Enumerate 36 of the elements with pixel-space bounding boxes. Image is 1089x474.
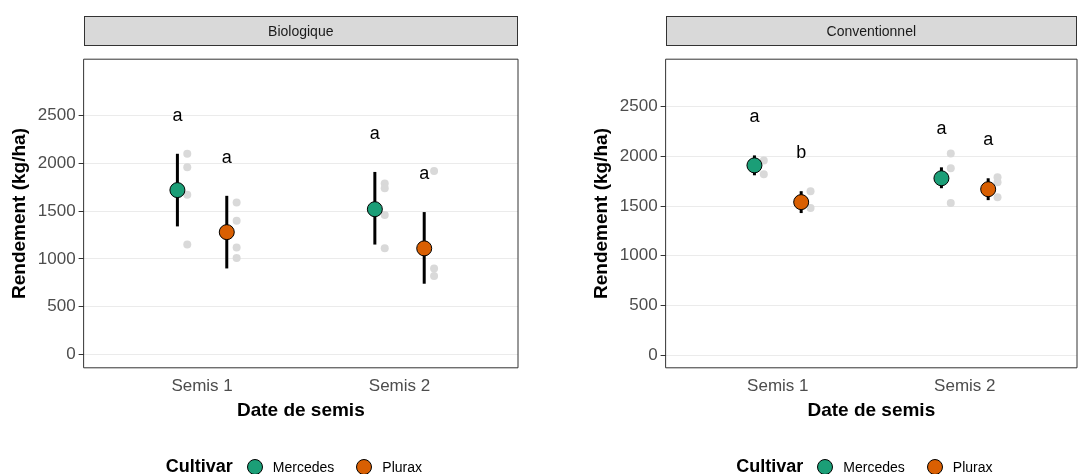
annotation: a [221,146,233,167]
x-tick-label: Semis 1 [747,375,809,395]
y-tick-label: 2500 [619,96,658,116]
x-axis-title: Date de semis [807,398,936,420]
y-tick-label: 500 [629,295,658,315]
y-axis-title: Rendement (kg/ha) [589,127,611,300]
y-tick-label: 0 [648,344,658,364]
x-tick-label: Semis 2 [368,375,431,395]
y-tick-label: 0 [66,344,76,364]
legend-title: Cultivar [165,456,233,474]
legend-title: Cultivar [736,456,804,474]
legend-label: Plurax [952,458,993,474]
chart-title: Conventionnel [665,16,1077,46]
y-tick-label: 1500 [619,195,658,215]
y-tick-label: 1500 [37,200,76,220]
y-axis-title: Rendement (kg/ha) [7,127,29,300]
x-axis-title: Date de semis [236,398,365,420]
annotation: a [936,118,948,139]
y-tick-label: 2000 [619,146,658,166]
annotation: b [796,142,807,163]
y-tick-label: 500 [47,296,76,316]
chart-title: Biologique [83,16,518,46]
annotation: a [172,104,184,125]
annotation: a [983,129,995,150]
annotation: a [419,163,431,184]
y-tick-label: 2000 [37,153,76,173]
y-tick-label: 2500 [37,105,76,125]
y-tick-label: 1000 [619,245,658,265]
annotation: a [369,122,381,143]
legend-label: Plurax [382,458,422,474]
legend-label: Mercedes [843,458,905,474]
annotation: a [749,106,761,127]
legend-label: Mercedes [272,458,335,474]
x-tick-label: Semis 2 [934,375,996,395]
y-tick-label: 1000 [37,248,76,268]
x-tick-label: Semis 1 [171,375,233,395]
